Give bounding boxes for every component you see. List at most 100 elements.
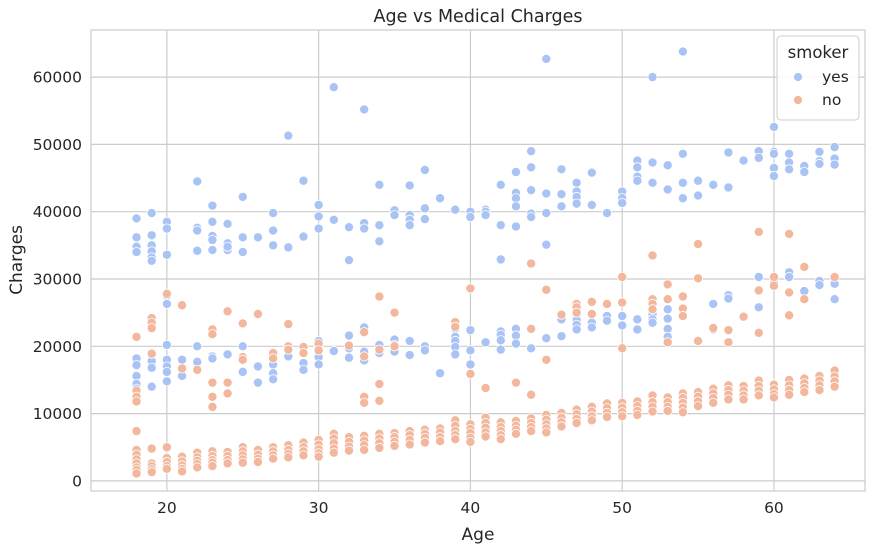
data-point-no [662,405,673,416]
data-point-yes [222,349,233,360]
y-tick-label: 20000 [33,338,82,356]
data-point-no [617,271,628,282]
data-point-yes [207,245,218,256]
data-point-yes [404,220,415,231]
data-point-yes [693,175,704,186]
data-point-yes [677,177,688,188]
data-point-yes [298,175,309,186]
data-point-no [662,279,673,290]
data-point-yes [131,213,142,224]
data-point-no [374,395,385,406]
data-point-no [693,401,704,412]
data-point-no [389,307,400,318]
data-point-no [192,364,203,375]
data-point-no [768,271,779,282]
y-tick-label: 50000 [33,136,82,154]
data-point-no [617,297,628,308]
data-point-yes [495,179,506,190]
data-point-yes [207,200,218,211]
data-point-no [131,468,142,479]
data-point-no [784,310,795,321]
data-point-yes [602,315,613,326]
x-tick-label: 40 [461,499,481,517]
data-point-yes [161,223,172,234]
data-point-no [374,442,385,453]
data-point-no [693,273,704,284]
data-point-no [738,311,749,322]
data-point-no [359,351,370,362]
data-point-no [784,287,795,298]
data-point-yes [207,216,218,227]
data-point-yes [419,345,430,356]
data-point-yes [435,368,446,379]
x-tick-label: 50 [612,499,632,517]
data-point-yes [617,320,628,331]
data-point-yes [768,171,779,182]
data-point-yes [389,210,400,221]
data-point-no [343,340,354,351]
data-point-yes [207,234,218,245]
data-point-no [693,239,704,250]
data-point-yes [343,255,354,266]
data-point-no [222,458,233,469]
data-point-yes [313,199,324,210]
data-point-no [662,337,673,348]
data-point-yes [419,203,430,214]
data-point-yes [146,230,157,241]
data-point-yes [510,221,521,232]
data-point-yes [161,298,172,309]
data-point-no [768,280,779,291]
data-point-yes [723,182,734,193]
data-point-no [753,390,764,401]
data-point-yes [465,345,476,356]
data-point-no [647,406,658,417]
data-point-yes [146,362,157,373]
data-point-no [784,389,795,400]
data-point-yes [328,346,339,357]
data-point-yes [207,353,218,364]
x-tick-label: 30 [309,499,329,517]
data-point-no [237,318,248,329]
data-point-yes [161,339,172,350]
data-point-no [207,329,218,340]
grid-lines [91,30,865,491]
data-point-yes [541,333,552,344]
data-point-yes [237,232,248,243]
data-point-no [177,363,188,374]
data-point-no [146,443,157,454]
data-point-yes [495,220,506,231]
data-point-no [708,323,719,334]
data-point-yes [450,204,461,215]
data-point-yes [662,184,673,195]
series-yes [131,46,840,394]
data-point-no [526,258,537,269]
data-point-yes [374,236,385,247]
data-point-yes [222,241,233,252]
data-point-yes [571,177,582,188]
data-point-yes [146,255,157,266]
data-point-yes [343,352,354,363]
legend-title: smoker [788,43,849,62]
data-point-no [480,383,491,394]
data-point-yes [768,121,779,132]
data-point-yes [541,53,552,64]
data-point-no [753,285,764,296]
data-point-no [617,343,628,354]
data-point-yes [495,254,506,265]
data-point-yes [450,349,461,360]
data-point-no [465,436,476,447]
data-point-no [419,437,430,448]
data-points [131,46,840,479]
data-point-yes [632,162,643,173]
data-point-yes [723,293,734,304]
legend-label-yes: yes [822,68,849,86]
data-point-no [328,447,339,458]
y-tick-label: 0 [72,472,82,490]
data-point-no [738,394,749,405]
data-point-yes [222,218,233,229]
data-point-yes [541,208,552,219]
data-point-yes [313,211,324,222]
data-point-yes [283,130,294,141]
data-point-yes [617,197,628,208]
data-point-no [450,321,461,332]
